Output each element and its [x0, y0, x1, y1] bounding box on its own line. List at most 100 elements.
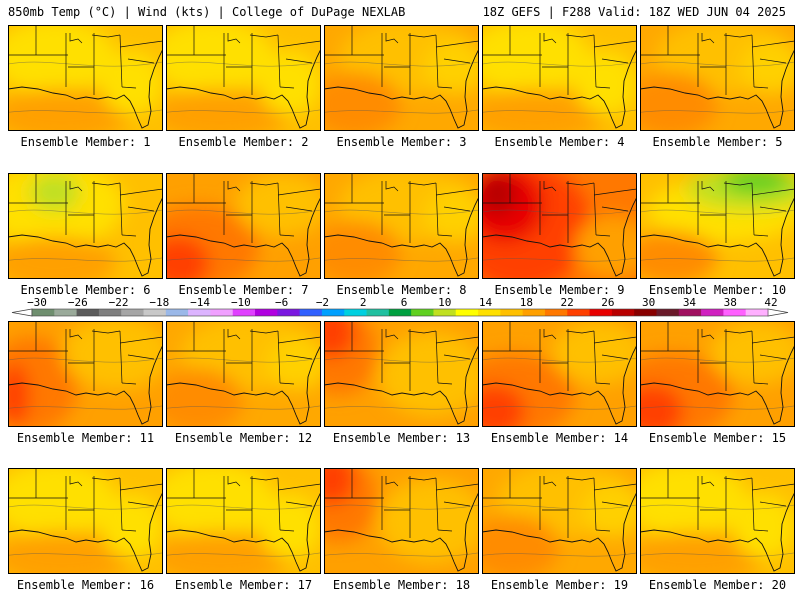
coastline [324, 48, 479, 129]
temperature-map [640, 321, 795, 427]
coastline [324, 491, 479, 572]
state-border [595, 86, 611, 89]
ensemble-member-panel: Ensemble Member: 8 [324, 173, 479, 297]
state-border [119, 182, 123, 236]
state-border [249, 477, 279, 481]
state-border [543, 33, 557, 44]
colorbar-swatch [611, 309, 635, 316]
coastline [8, 196, 163, 277]
state-border [121, 86, 137, 89]
map-title: 850mb Temp (°C) | Wind (kts) | College o… [8, 5, 406, 19]
state-border [277, 40, 321, 48]
coastline [482, 196, 637, 277]
state-border [565, 34, 595, 38]
state-border [601, 206, 629, 212]
state-border [751, 330, 755, 384]
colorbar-tick-label: −18 [149, 296, 169, 309]
state-border [723, 477, 753, 481]
state-border [119, 330, 123, 384]
temperature-map [324, 321, 479, 427]
ensemble-member-panel: Ensemble Member: 6 [8, 173, 163, 297]
state-border [277, 330, 281, 384]
colorbar-swatch [255, 309, 278, 316]
run-valid-time: 18Z GEFS | F288 Valid: 18Z WED JUN 04 20… [482, 5, 786, 19]
temperature-map [640, 25, 795, 131]
state-border [91, 330, 121, 334]
state-border [593, 188, 637, 196]
ensemble-member-panel: Ensemble Member: 15 [640, 321, 795, 445]
colorbar-graphic: −30 −26 −22 −18 −14 −10 −6 −2 2 6 10 14 18 22 26 30 34 38… [11, 296, 789, 317]
ensemble-member-panel: Ensemble Member: 20 [640, 468, 795, 592]
ensemble-member-panel: Ensemble Member: 14 [482, 321, 637, 445]
state-border [723, 182, 753, 186]
colorbar-swatch [544, 309, 568, 316]
state-border [751, 34, 755, 88]
state-border [435, 40, 479, 48]
state-border [593, 40, 637, 48]
colorbar-swatch [478, 309, 501, 316]
state-border [437, 234, 453, 237]
colorbar-swatch [321, 309, 345, 316]
ensemble-member-panel: Ensemble Member: 10 [640, 173, 795, 297]
member-label: Ensemble Member: 11 [16, 431, 155, 445]
colorbar-right-arrow [767, 308, 789, 317]
state-border [593, 182, 597, 236]
state-border [435, 188, 479, 196]
temperature-map [324, 468, 479, 574]
state-border [407, 182, 437, 186]
member-label: Ensemble Member: 7 [178, 283, 309, 297]
colorbar-tick-label: −6 [275, 296, 288, 309]
colorbar-swatch [433, 309, 457, 316]
coastline [640, 48, 795, 129]
state-border [69, 329, 83, 340]
coastline [482, 491, 637, 572]
temperature-map [166, 321, 321, 427]
state-border [751, 40, 795, 48]
state-border [543, 329, 557, 340]
ensemble-member-panel: Ensemble Member: 1 [8, 25, 163, 149]
member-label: Ensemble Member: 6 [20, 283, 151, 297]
state-border [121, 234, 137, 237]
temperature-map [640, 468, 795, 574]
member-label: Ensemble Member: 19 [490, 578, 629, 592]
coastline [8, 491, 163, 572]
state-border [435, 330, 439, 384]
member-label: Ensemble Member: 10 [648, 283, 787, 297]
temperature-map [324, 25, 479, 131]
state-border [119, 336, 163, 344]
state-border [91, 182, 121, 186]
state-border [435, 182, 439, 236]
colorbar-swatch [678, 309, 702, 316]
colorbar-swatch [567, 309, 590, 316]
colorbar-tick-label: 18 [520, 296, 533, 309]
member-label: Ensemble Member: 20 [648, 578, 787, 592]
ensemble-member-panel: Ensemble Member: 9 [482, 173, 637, 297]
colorbar-left-arrow [11, 308, 33, 317]
ensemble-member-panel: Ensemble Member: 11 [8, 321, 163, 445]
temperature-map [8, 468, 163, 574]
colorbar-swatch [723, 309, 747, 316]
coastline [324, 344, 479, 425]
state-border [277, 483, 321, 491]
member-label: Ensemble Member: 9 [494, 283, 625, 297]
state-border [437, 86, 453, 89]
colorbar-swatch [522, 309, 546, 316]
state-border [701, 329, 715, 340]
state-border [443, 58, 471, 64]
colorbar-swatch [121, 309, 144, 316]
colorbar-tick-label: −22 [109, 296, 129, 309]
state-border [443, 354, 471, 360]
state-border [227, 476, 241, 487]
state-border [753, 382, 769, 385]
temperature-map [324, 173, 479, 279]
ensemble-member-panel: Ensemble Member: 16 [8, 468, 163, 592]
state-border [751, 483, 795, 491]
member-label: Ensemble Member: 16 [16, 578, 155, 592]
member-label: Ensemble Member: 17 [174, 578, 313, 592]
member-label: Ensemble Member: 4 [494, 135, 625, 149]
state-border [565, 182, 595, 186]
colorbar-swatch [388, 309, 412, 316]
state-border [119, 34, 123, 88]
state-border [127, 354, 155, 360]
state-border [753, 86, 769, 89]
